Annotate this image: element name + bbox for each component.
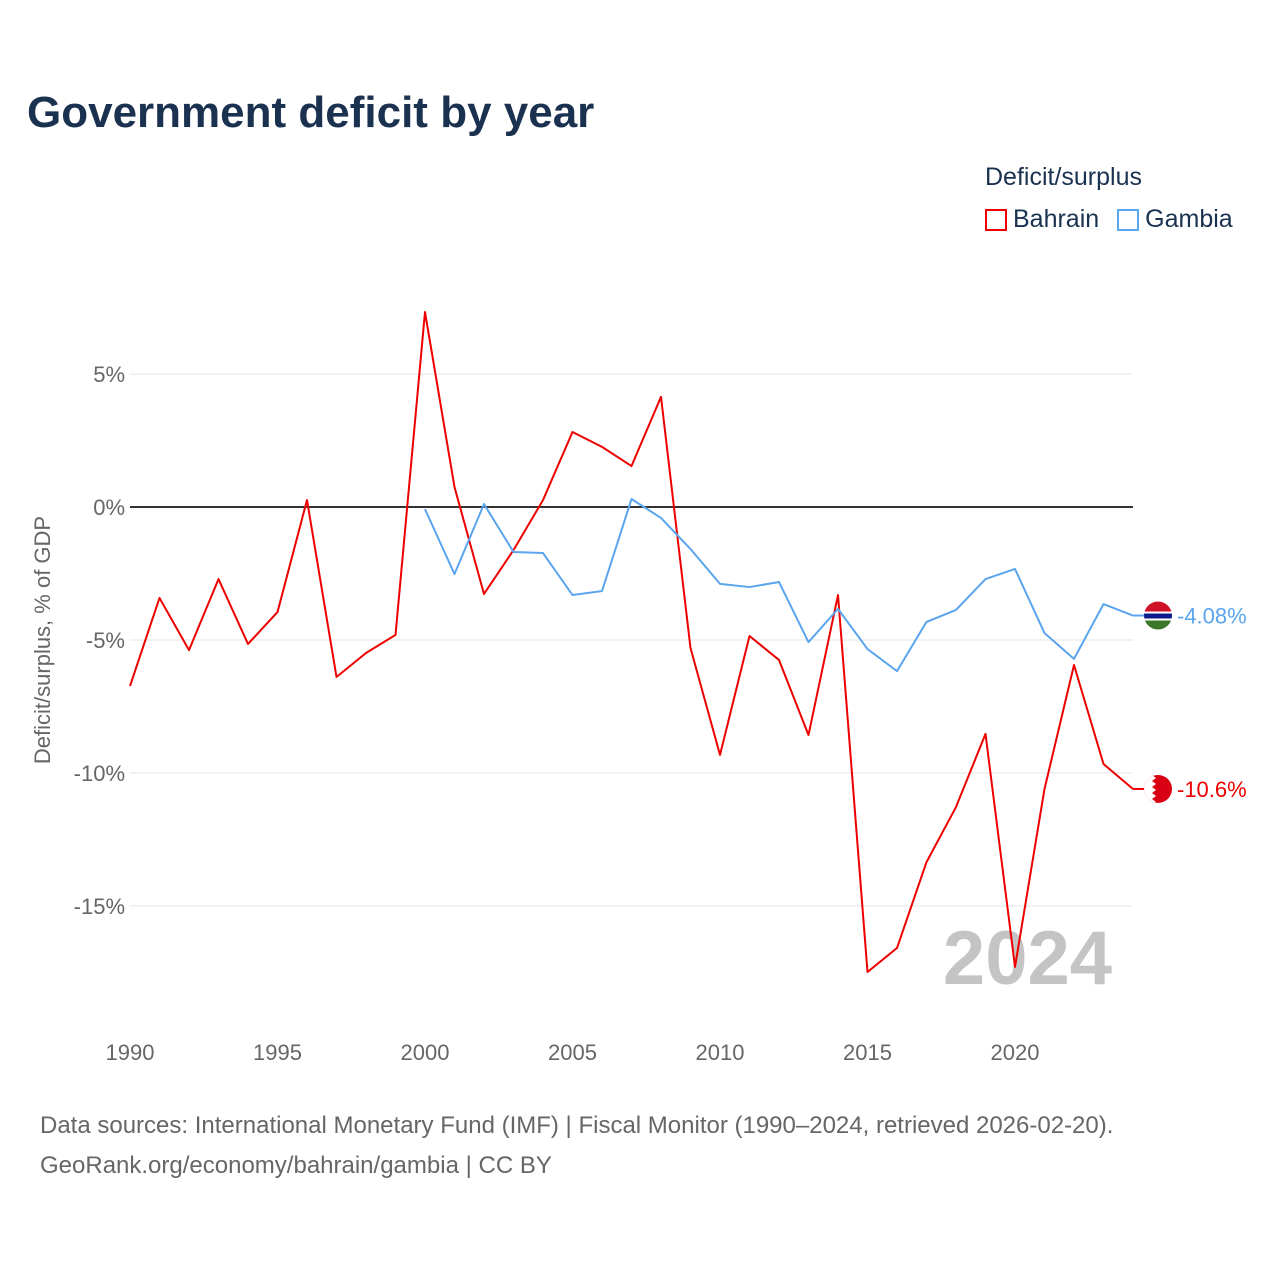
x-tick-label: 2005 <box>548 1040 597 1065</box>
data-sources: Data sources: International Monetary Fun… <box>40 1112 1114 1139</box>
y-tick-label: 0% <box>93 495 125 520</box>
y-tick-label: -15% <box>74 894 125 919</box>
legend-label: Bahrain <box>1013 205 1100 233</box>
series-line-bahrain <box>129 311 1134 973</box>
legend-item-bahrain[interactable]: Bahrain <box>985 205 1099 234</box>
legend: Bahrain Gambia <box>985 205 1233 234</box>
x-tick-label: 2015 <box>843 1040 892 1065</box>
flag-icon-gambia <box>1144 601 1172 630</box>
series-line-gambia <box>424 498 1134 673</box>
end-value-label: -10.6% <box>1177 777 1247 802</box>
legend-swatch-bahrain <box>985 208 1007 231</box>
y-axis-label: Deficit/surplus, % of GDP <box>30 516 55 764</box>
legend-item-gambia[interactable]: Gambia <box>1117 205 1233 234</box>
x-tick-label: 2000 <box>401 1040 450 1065</box>
y-tick-label: 5% <box>93 362 125 387</box>
year-watermark: 2024 <box>943 916 1112 1001</box>
y-tick-label: -5% <box>86 628 125 653</box>
end-value-label: -4.08% <box>1177 604 1247 629</box>
x-tick-label: 2010 <box>696 1040 745 1065</box>
y-tick-label: -10% <box>74 761 125 786</box>
legend-title: Deficit/surplus <box>985 163 1142 191</box>
chart-title: Government deficit by year <box>27 88 595 137</box>
source-link[interactable]: GeoRank.org/economy/bahrain/gambia | CC … <box>40 1152 552 1179</box>
x-tick-label: 1995 <box>253 1040 302 1065</box>
flag-icon-bahrain <box>1144 774 1172 803</box>
x-tick-label: 1990 <box>106 1040 155 1065</box>
legend-swatch-gambia <box>1117 208 1140 231</box>
footer: Data sources: International Monetary Fun… <box>40 1106 1113 1186</box>
legend-label: Gambia <box>1145 205 1233 233</box>
x-tick-label: 2020 <box>991 1040 1040 1065</box>
